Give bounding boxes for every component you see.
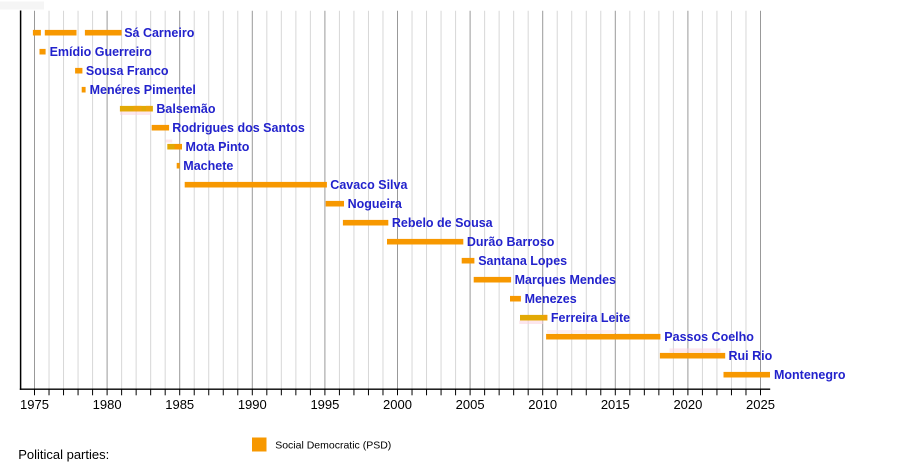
- svg-text:Sousa Franco: Sousa Franco: [86, 64, 169, 78]
- svg-text:Menezes: Menezes: [525, 292, 577, 306]
- svg-text:Sá Carneiro: Sá Carneiro: [124, 26, 195, 40]
- svg-text:2025: 2025: [746, 397, 775, 412]
- svg-text:1995: 1995: [310, 397, 339, 412]
- svg-text:Social Democratic (PSD): Social Democratic (PSD): [275, 440, 391, 452]
- svg-text:Ferreira Leite: Ferreira Leite: [551, 311, 630, 325]
- svg-text:2020: 2020: [673, 397, 702, 412]
- svg-text:1990: 1990: [238, 397, 267, 412]
- svg-text:2010: 2010: [528, 397, 557, 412]
- svg-text:Mota Pinto: Mota Pinto: [186, 140, 250, 154]
- svg-text:Cavaco Silva: Cavaco Silva: [330, 178, 408, 192]
- svg-text:2000: 2000: [383, 397, 412, 412]
- svg-text:Rodrigues dos Santos: Rodrigues dos Santos: [172, 121, 305, 135]
- svg-text:Durão Barroso: Durão Barroso: [467, 235, 555, 249]
- svg-text:Rebelo de Sousa: Rebelo de Sousa: [392, 216, 494, 230]
- svg-text:2005: 2005: [456, 397, 485, 412]
- svg-text:Passos Coelho: Passos Coelho: [664, 330, 754, 344]
- svg-text:Montenegro: Montenegro: [774, 368, 846, 382]
- svg-text:Balsemão: Balsemão: [156, 102, 215, 116]
- svg-text:2015: 2015: [601, 397, 630, 412]
- svg-text:Rui Rio: Rui Rio: [729, 349, 773, 363]
- svg-text:1975: 1975: [20, 397, 49, 412]
- svg-text:Santana Lopes: Santana Lopes: [478, 254, 567, 268]
- svg-text:1980: 1980: [93, 397, 122, 412]
- svg-text:Nogueira: Nogueira: [348, 197, 403, 211]
- svg-text:Menéres Pimentel: Menéres Pimentel: [90, 83, 196, 97]
- svg-text:Machete: Machete: [183, 159, 233, 173]
- svg-text:Emídio Guerreiro: Emídio Guerreiro: [50, 45, 152, 59]
- svg-text:Political parties:: Political parties:: [18, 447, 109, 462]
- svg-text:Marques Mendes: Marques Mendes: [515, 273, 616, 287]
- svg-text:1985: 1985: [165, 397, 194, 412]
